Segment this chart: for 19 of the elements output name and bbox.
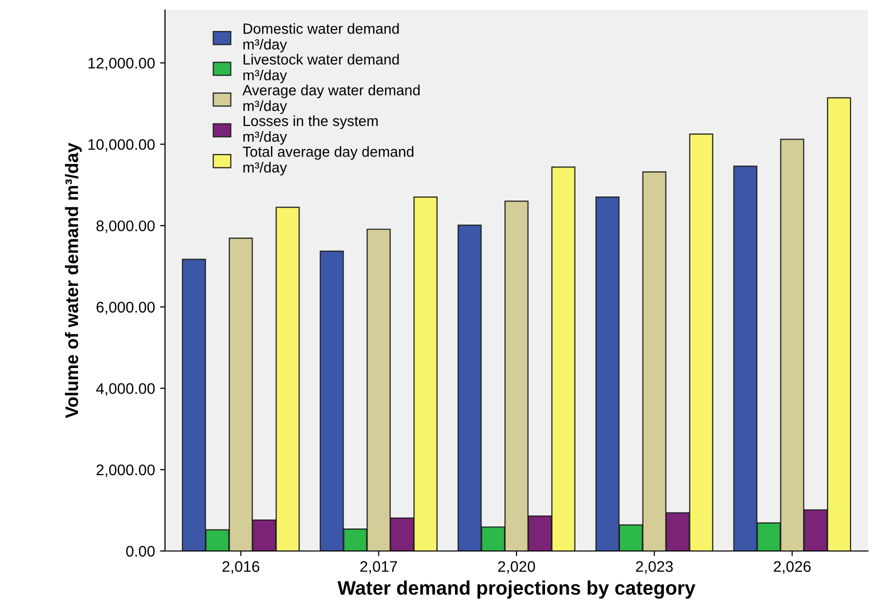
y-tick-label: 6,000.00 (96, 302, 155, 314)
y-tick-label: 2,000.00 (96, 464, 155, 478)
y-tick-label: 8,000.00 (96, 220, 155, 234)
x-tick-label: 2,016 (222, 561, 260, 574)
legend-label: Total average day demand m³/day (242, 146, 414, 176)
legend-label: Losses in the system m³/day (243, 115, 378, 145)
x-tick-label: 2,023 (636, 561, 673, 574)
y-tick-label: 4,000.00 (96, 383, 155, 396)
x-axis-title: Water demand projections by category (338, 580, 696, 599)
x-tick-label: 2,020 (498, 561, 536, 574)
y-tick-label: 0.00 (126, 546, 155, 557)
legend-label: Livestock water demand m³/day (243, 54, 399, 84)
legend-label: Domestic water demand m³/day (243, 23, 399, 52)
y-axis-title: Volume of water demand m³/day (64, 142, 82, 418)
y-tick-label: 12,000.00 (88, 58, 155, 70)
y-tick-label: 10,000.00 (88, 139, 155, 152)
legend-label: Average day water demand m³/day (242, 84, 420, 114)
x-tick-label: 2,017 (360, 561, 398, 574)
x-tick-label: 2,026 (774, 561, 811, 574)
